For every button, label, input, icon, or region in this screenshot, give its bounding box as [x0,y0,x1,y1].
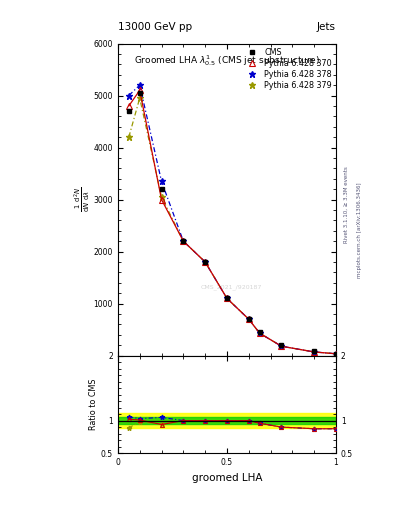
Pythia 6.428 379 [334,351,338,357]
Y-axis label: $\frac{1}{\mathrm{d}N}\frac{\mathrm{d}^2N}{\mathrm{d}\lambda}$: $\frac{1}{\mathrm{d}N}\frac{\mathrm{d}^2… [72,187,92,212]
Pythia 6.428 378 [225,295,230,302]
CMS [246,316,251,322]
Pythia 6.428 370 [279,343,284,349]
Pythia 6.428 378 [203,259,208,265]
Pythia 6.428 370 [334,351,338,357]
Pythia 6.428 378 [127,93,131,99]
Pythia 6.428 370 [225,295,230,302]
Pythia 6.428 379 [159,194,164,200]
CMS [159,186,164,192]
CMS [334,350,338,356]
Line: Pythia 6.428 370: Pythia 6.428 370 [126,88,339,356]
Pythia 6.428 378 [312,349,317,355]
Text: 13000 GeV pp: 13000 GeV pp [118,22,192,32]
Pythia 6.428 370 [312,349,317,355]
CMS [312,348,317,354]
Bar [118,413,336,429]
Pythia 6.428 379 [279,343,284,349]
Text: Rivet 3.1.10, ≥ 3.3M events: Rivet 3.1.10, ≥ 3.3M events [344,166,349,243]
Legend: CMS, Pythia 6.428 370, Pythia 6.428 378, Pythia 6.428 379: CMS, Pythia 6.428 370, Pythia 6.428 378,… [242,46,334,91]
Pythia 6.428 378 [181,238,186,244]
Text: Jets: Jets [317,22,336,32]
Line: CMS: CMS [127,91,338,356]
CMS [225,295,230,302]
Pythia 6.428 379 [257,330,262,336]
Pythia 6.428 378 [257,330,262,336]
Pythia 6.428 370 [203,259,208,265]
CMS [127,108,131,114]
Text: Groomed LHA $\lambda^{1}_{0.5}$ (CMS jet substructure): Groomed LHA $\lambda^{1}_{0.5}$ (CMS jet… [134,53,320,68]
Pythia 6.428 378 [334,351,338,357]
Pythia 6.428 370 [138,87,142,93]
Pythia 6.428 379 [181,238,186,244]
Text: CMS_2021_/920187: CMS_2021_/920187 [201,284,262,290]
Pythia 6.428 379 [312,349,317,355]
Pythia 6.428 379 [127,134,131,140]
Pythia 6.428 370 [159,197,164,203]
CMS [203,259,208,265]
CMS [257,329,262,335]
Pythia 6.428 370 [246,316,251,322]
X-axis label: groomed LHA: groomed LHA [192,473,262,482]
Pythia 6.428 379 [225,295,230,302]
Pythia 6.428 379 [203,259,208,265]
CMS [181,238,186,244]
Line: Pythia 6.428 378: Pythia 6.428 378 [125,81,340,357]
Bar [118,417,336,424]
Pythia 6.428 378 [159,178,164,184]
Pythia 6.428 379 [138,95,142,101]
Pythia 6.428 370 [181,238,186,244]
Pythia 6.428 378 [246,316,251,322]
CMS [138,90,142,96]
Y-axis label: Ratio to CMS: Ratio to CMS [89,378,98,430]
CMS [279,342,284,348]
Pythia 6.428 370 [257,330,262,336]
Line: Pythia 6.428 379: Pythia 6.428 379 [125,95,340,357]
Pythia 6.428 370 [127,103,131,109]
Pythia 6.428 379 [246,316,251,322]
Pythia 6.428 378 [279,343,284,349]
Pythia 6.428 378 [138,82,142,88]
Text: mcplots.cern.ch [arXiv:1306.3436]: mcplots.cern.ch [arXiv:1306.3436] [357,183,362,278]
